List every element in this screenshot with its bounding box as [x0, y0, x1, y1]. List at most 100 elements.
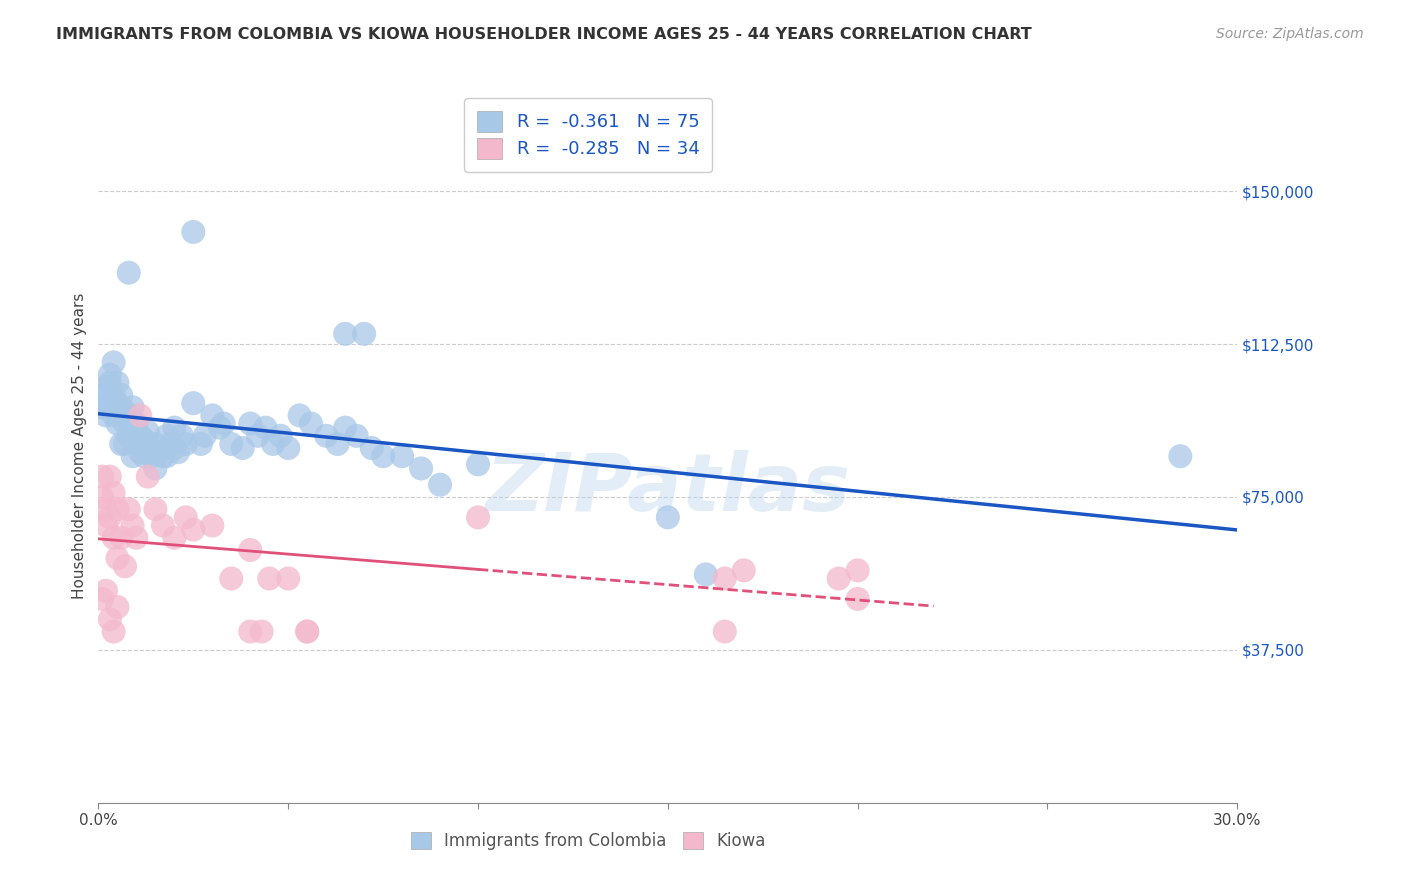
Point — [183, 523, 205, 537]
Point — [110, 531, 132, 545]
Point — [132, 433, 155, 447]
Point — [129, 409, 152, 423]
Point — [695, 567, 717, 582]
Point — [125, 437, 148, 451]
Point — [103, 531, 125, 545]
Point — [118, 502, 141, 516]
Point — [201, 518, 224, 533]
Point — [159, 437, 181, 451]
Point — [107, 551, 129, 566]
Point — [733, 563, 755, 577]
Point — [174, 510, 197, 524]
Point — [270, 429, 292, 443]
Point — [136, 469, 159, 483]
Y-axis label: Householder Income Ages 25 - 44 years: Householder Income Ages 25 - 44 years — [72, 293, 87, 599]
Point — [221, 437, 243, 451]
Point — [94, 583, 117, 598]
Point — [107, 376, 129, 390]
Point — [110, 388, 132, 402]
Point — [103, 624, 125, 639]
Point — [94, 502, 117, 516]
Point — [121, 518, 143, 533]
Point — [114, 559, 136, 574]
Point — [167, 445, 190, 459]
Point — [114, 437, 136, 451]
Point — [163, 420, 186, 434]
Point — [846, 591, 869, 606]
Point — [141, 449, 163, 463]
Point — [156, 429, 179, 443]
Point — [114, 417, 136, 431]
Point — [194, 429, 217, 443]
Point — [657, 510, 679, 524]
Point — [118, 266, 141, 280]
Point — [201, 409, 224, 423]
Point — [259, 572, 281, 586]
Point — [91, 388, 114, 402]
Point — [98, 612, 121, 626]
Legend: Immigrants from Colombia, Kiowa: Immigrants from Colombia, Kiowa — [402, 824, 775, 859]
Point — [103, 486, 125, 500]
Point — [846, 563, 869, 577]
Point — [163, 441, 186, 455]
Point — [107, 502, 129, 516]
Point — [136, 441, 159, 455]
Text: Source: ZipAtlas.com: Source: ZipAtlas.com — [1216, 27, 1364, 41]
Point — [94, 380, 117, 394]
Text: ZIPatlas: ZIPatlas — [485, 450, 851, 528]
Point — [91, 469, 114, 483]
Point — [828, 572, 851, 586]
Point — [288, 409, 311, 423]
Point — [714, 624, 737, 639]
Point — [297, 624, 319, 639]
Point — [98, 469, 121, 483]
Point — [262, 437, 284, 451]
Point — [212, 417, 235, 431]
Point — [411, 461, 433, 475]
Point — [232, 441, 254, 455]
Point — [714, 572, 737, 586]
Point — [94, 409, 117, 423]
Point — [91, 401, 114, 415]
Point — [335, 420, 357, 434]
Point — [1170, 449, 1192, 463]
Point — [148, 445, 170, 459]
Point — [114, 404, 136, 418]
Point — [121, 449, 143, 463]
Point — [239, 624, 262, 639]
Point — [145, 437, 167, 451]
Point — [297, 624, 319, 639]
Point — [103, 388, 125, 402]
Point — [346, 429, 368, 443]
Point — [371, 449, 394, 463]
Point — [98, 376, 121, 390]
Point — [208, 420, 231, 434]
Point — [246, 429, 269, 443]
Point — [467, 458, 489, 472]
Point — [190, 437, 212, 451]
Point — [98, 396, 121, 410]
Point — [129, 429, 152, 443]
Point — [360, 441, 382, 455]
Point — [299, 417, 322, 431]
Point — [107, 600, 129, 615]
Point — [239, 543, 262, 558]
Point — [103, 355, 125, 369]
Point — [326, 437, 349, 451]
Point — [145, 461, 167, 475]
Point — [152, 518, 174, 533]
Point — [250, 624, 273, 639]
Point — [467, 510, 489, 524]
Point — [94, 396, 117, 410]
Point — [183, 225, 205, 239]
Point — [221, 572, 243, 586]
Point — [277, 441, 299, 455]
Point — [110, 437, 132, 451]
Point — [163, 531, 186, 545]
Point — [183, 396, 205, 410]
Point — [91, 490, 114, 504]
Point — [94, 518, 117, 533]
Point — [353, 326, 375, 341]
Point — [335, 326, 357, 341]
Point — [429, 477, 451, 491]
